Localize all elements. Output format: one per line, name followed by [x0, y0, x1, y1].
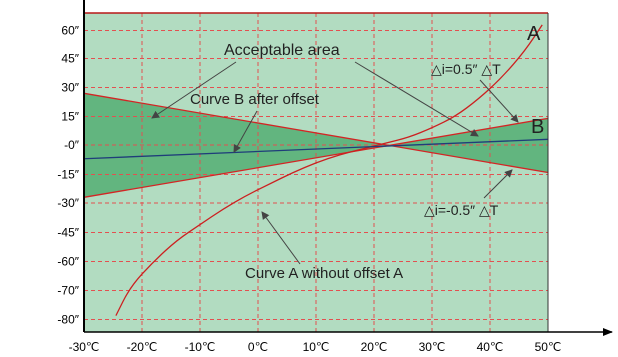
tick-labels: 60″ 45″ 30″ 15″ -0″ -15″ -30″ -45″ -60″ -70″ -80″ -… — [57, 24, 561, 355]
y-tick-label: -0″ — [64, 138, 80, 152]
y-tick-label: -30″ — [57, 196, 79, 210]
curve-a-end-label: A — [527, 23, 541, 45]
y-tick-label: -45″ — [57, 226, 79, 240]
y-tick-label: 30″ — [61, 81, 79, 95]
acceptable-area-label: Acceptable area — [224, 42, 340, 59]
x-tick-label: 20℃ — [361, 340, 388, 354]
curve-a-arrow — [261, 211, 301, 265]
grid — [84, 13, 549, 332]
lower-boundary-label: △i=-0.5″ △T — [424, 202, 499, 218]
x-tick-label: -30℃ — [69, 340, 100, 354]
curve-a-line — [115, 24, 543, 316]
acceptable-area-arrow-right — [354, 61, 479, 137]
x-tick-label: 10℃ — [303, 340, 330, 354]
annotations: Acceptable area Curve B after offset Curve… — [151, 23, 544, 282]
curve-b-label: Curve B after offset — [190, 91, 320, 108]
upper-boundary-arrow — [479, 79, 519, 123]
curve-b-line — [83, 138, 549, 160]
curve-b-end-label: B — [531, 116, 544, 138]
x-tick-label: 40℃ — [477, 340, 504, 354]
y-tick-label: -70″ — [57, 284, 79, 298]
y-tick-label: -80″ — [57, 313, 79, 327]
curve-b-arrow — [233, 110, 258, 153]
x-tick-label: 30℃ — [419, 340, 446, 354]
y-tick-label: 45″ — [61, 52, 79, 66]
y-tick-label: -15″ — [57, 168, 79, 182]
upper-boundary-line — [83, 92, 549, 174]
x-tick-label: -10℃ — [185, 340, 216, 354]
x-tick-label: -20℃ — [127, 340, 158, 354]
x-tick-label: 50℃ — [535, 340, 562, 354]
upper-boundary-label: △i=0.5″ △T — [431, 61, 501, 77]
lower-boundary-arrow — [483, 169, 513, 199]
y-tick-label: 60″ — [61, 24, 79, 38]
curve-a-label: Curve A without offset A — [245, 265, 403, 282]
y-tick-label: -60″ — [57, 255, 79, 269]
axes — [83, 0, 613, 336]
acceptable-area-arrow-left — [151, 61, 237, 119]
x-tick-label: 0℃ — [248, 340, 268, 354]
y-tick-label: 15″ — [61, 110, 79, 124]
